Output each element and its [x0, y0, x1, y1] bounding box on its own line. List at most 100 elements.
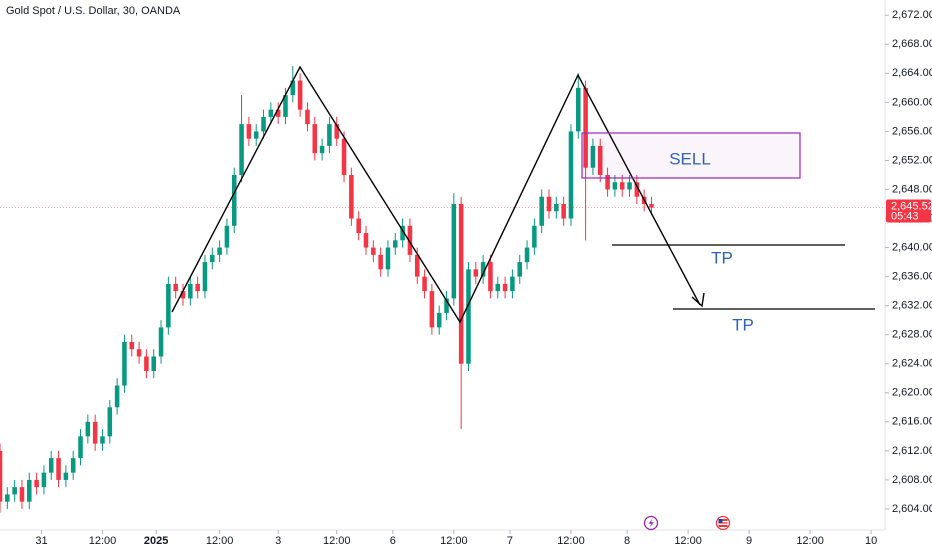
candle-body [92, 421, 98, 444]
candle-body [129, 341, 135, 350]
candle-body [554, 204, 559, 212]
candle-body [85, 421, 91, 437]
candle-body [275, 109, 281, 117]
candle-body [202, 262, 208, 292]
candle-body [246, 124, 252, 139]
x-tick-label: 12:00 [674, 535, 702, 547]
candle-body [297, 80, 303, 110]
candle-body [393, 240, 398, 248]
candle-body [122, 341, 127, 386]
candle-body [414, 254, 420, 277]
candle-body [649, 204, 654, 208]
y-tick-label: 2,620.000 [892, 387, 932, 399]
tp-label: TP [711, 248, 733, 267]
arrow-head [691, 292, 705, 308]
candle-body [363, 233, 369, 248]
candle-body [583, 87, 588, 168]
flag-stripe [718, 523, 728, 525]
candle-body [48, 458, 54, 473]
candle-body [27, 479, 32, 502]
y-tick-label: 2,664.000 [892, 67, 932, 79]
candle-body [597, 145, 603, 175]
candle-body [619, 182, 625, 190]
candle-body [63, 472, 69, 480]
candle-body [34, 479, 39, 488]
x-tick-label: 3 [275, 535, 281, 547]
candle-body [12, 487, 17, 495]
candle-body [407, 225, 413, 255]
x-tick-label: 12:00 [440, 535, 468, 547]
x-tick-label: 6 [390, 535, 396, 547]
y-tick-label: 2,632.000 [892, 300, 932, 312]
candle-body [502, 283, 508, 292]
candle-body [224, 225, 230, 248]
candle-body [378, 254, 383, 270]
last-price-label: 2,645.520 [891, 200, 932, 212]
x-tick-label: 12:00 [557, 535, 585, 547]
y-tick-label: 2,648.000 [892, 183, 932, 195]
x-tick-label: 8 [624, 535, 630, 547]
candle-body [210, 254, 215, 263]
candle-body [261, 116, 266, 132]
y-tick-label: 2,652.000 [892, 154, 932, 166]
candle-body [371, 247, 376, 255]
flag [718, 519, 728, 527]
y-tick-label: 2,636.000 [892, 271, 932, 283]
candle-body [495, 283, 501, 292]
candle-body [627, 182, 632, 190]
x-tick-label: 2025 [144, 535, 168, 547]
candle-body [444, 298, 449, 313]
candle-body [510, 276, 515, 292]
candle-body [327, 124, 332, 146]
countdown-label: 05:43 [891, 210, 919, 222]
candle-body [568, 131, 574, 219]
candle-body [458, 204, 464, 364]
y-tick-label: 2,640.000 [892, 241, 932, 253]
candle-body [253, 131, 259, 139]
candle-body [590, 145, 596, 168]
candle-body [144, 356, 149, 371]
last-price-badge [886, 199, 931, 223]
candle-body [334, 124, 339, 139]
candle-body [539, 196, 544, 226]
candle-body [0, 450, 3, 502]
candle-body [312, 124, 318, 154]
candle-body [217, 247, 222, 255]
sell-box [581, 132, 801, 179]
flag-stripe [718, 521, 728, 523]
y-tick-label: 2,668.000 [892, 38, 932, 50]
candle-body [180, 291, 186, 299]
y-tick-label: 2,616.000 [892, 416, 932, 428]
candle-body [532, 225, 537, 248]
candle-body [634, 182, 640, 197]
x-tick-label: 7 [507, 535, 513, 547]
x-tick-label: 9 [746, 535, 752, 547]
candle-body [151, 356, 156, 371]
candle-body [561, 204, 566, 219]
candle-body [422, 276, 427, 292]
x-tick-label: 12:00 [206, 535, 234, 547]
candle-body [166, 283, 171, 328]
candle-body [517, 262, 522, 277]
candle-body [239, 124, 244, 175]
candle-body [41, 472, 47, 488]
x-tick-label: 12:00 [323, 535, 351, 547]
candle-body [341, 138, 347, 175]
y-tick-label: 2,656.000 [892, 125, 932, 137]
chart-title: Gold Spot / U.S. Dollar, 30, OANDA [6, 5, 181, 17]
candle-body [524, 247, 530, 263]
candle-body [188, 283, 193, 299]
y-tick-label: 2,628.000 [892, 329, 932, 341]
candle-body [114, 385, 120, 408]
candle-body [436, 312, 442, 328]
candle-body [268, 109, 274, 117]
candle-body [305, 109, 310, 125]
y-tick-label: 2,612.000 [892, 445, 932, 457]
candle-body [451, 204, 457, 299]
x-tick-label: 31 [35, 535, 47, 547]
candle-body [480, 262, 486, 277]
candle-body [385, 247, 391, 270]
